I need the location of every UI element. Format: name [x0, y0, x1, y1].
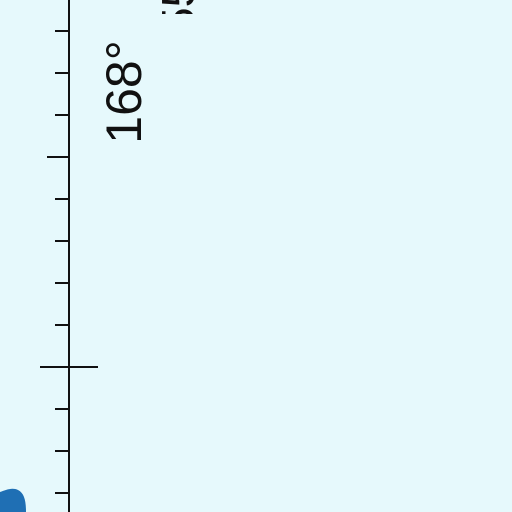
partial-coordinate-text: 55: [152, 0, 204, 14]
meridian-ticks: [47, 30, 69, 494]
longitude-label-text: 168°: [96, 40, 152, 144]
partial-coordinate-label: 55: [150, 0, 220, 14]
land-mass: [0, 488, 26, 512]
longitude-label: 168°: [96, 36, 152, 148]
